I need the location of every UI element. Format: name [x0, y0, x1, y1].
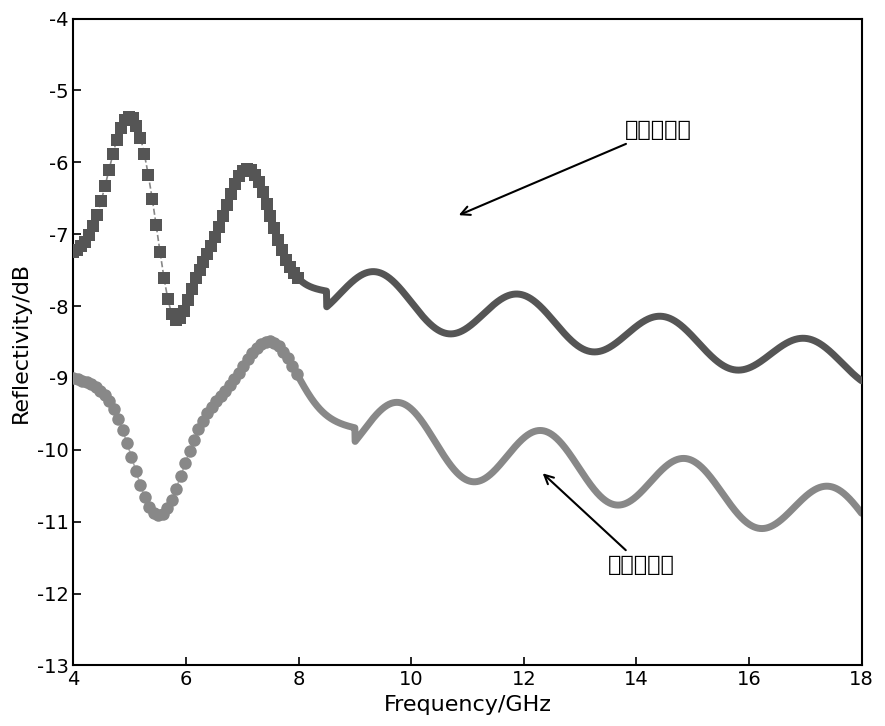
Text: 加载磁场前: 加载磁场前	[461, 120, 692, 215]
Text: 加载磁场后: 加载磁场后	[544, 475, 675, 575]
Y-axis label: Reflectivity/dB: Reflectivity/dB	[12, 261, 31, 423]
X-axis label: Frequency/GHz: Frequency/GHz	[383, 695, 551, 715]
